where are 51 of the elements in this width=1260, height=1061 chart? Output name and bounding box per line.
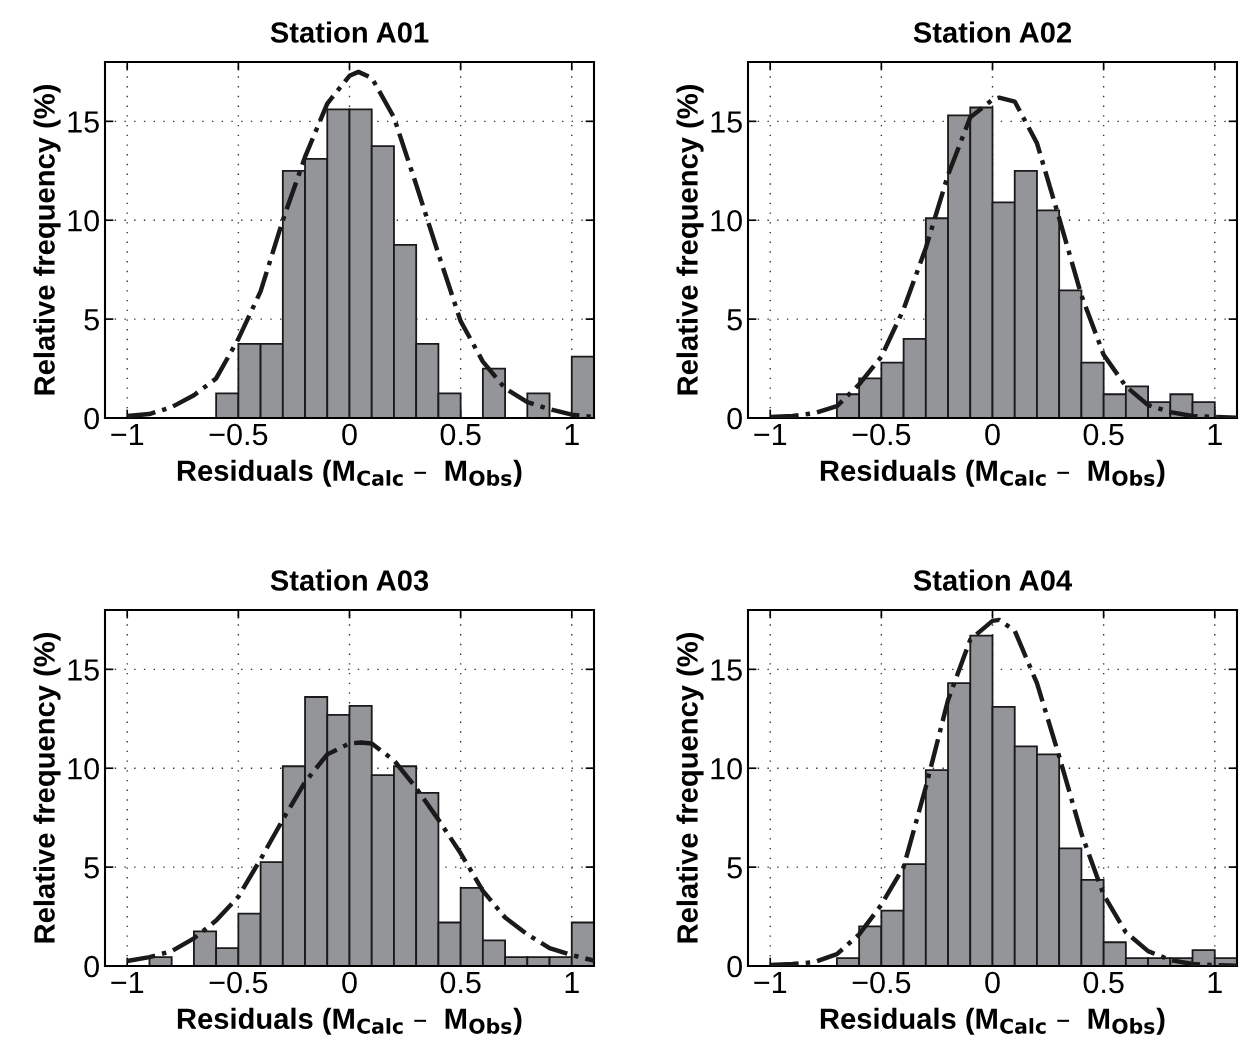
y-tick-label: 0 [727,407,742,430]
chart-title: Station A01 [270,21,429,43]
y-tick-label: 10 [68,757,99,780]
x-axis-title: Residuals (M$_{Calc}$ – M$_{Obs}$) [177,459,522,487]
x-tick-label: 1 [1208,971,1222,993]
x-tick-label: −1 [111,971,144,993]
x-tick-label: −0.5 [852,971,911,994]
y-tick-label: 5 [727,309,742,331]
y-tick-label: 0 [727,955,742,978]
y-tick-label: 5 [727,857,742,879]
x-tick-label: 1 [565,971,579,993]
x-tick-label: −1 [754,971,787,993]
x-tick-label: 1 [1208,423,1222,445]
chart-title: Station A04 [913,569,1073,591]
x-tick-label: −0.5 [852,423,911,446]
x-tick-label: 0.5 [440,423,481,446]
x-axis-title: Residuals (M$_{Calc}$ – M$_{Obs}$) [177,1007,522,1035]
x-tick-label: 0.5 [1083,423,1124,446]
y-tick-label: 15 [711,659,742,681]
chart-title: Station A03 [270,569,429,591]
y-tick-label: 15 [68,659,99,681]
y-tick-label: 0 [84,407,99,430]
x-tick-label: 0 [342,423,357,446]
chart-title: Station A02 [913,21,1072,43]
y-tick-label: 10 [68,209,99,232]
x-axis-title: Residuals (M$_{Calc}$ – M$_{Obs}$) [820,459,1165,487]
line-series [768,95,1237,418]
x-tick-label: 0.5 [1083,971,1124,994]
x-tick-label: 1 [565,423,579,445]
y-axis-title: Relative frequency (%) [676,85,704,395]
x-tick-label: −0.5 [209,971,268,994]
x-tick-label: 0.5 [440,971,481,994]
y-axis-title: Relative frequency (%) [676,633,704,943]
y-tick-label: 10 [711,209,742,232]
x-tick-label: −1 [754,423,787,445]
y-axis-title: Relative frequency (%) [33,85,61,395]
y-tick-label: 15 [711,111,742,133]
x-tick-label: 0 [985,971,1000,994]
y-tick-label: 0 [84,955,99,978]
y-tick-label: 15 [68,111,99,133]
y-tick-label: 5 [84,309,99,331]
x-tick-label: −1 [111,423,144,445]
y-axis-title: Relative frequency (%) [33,633,61,943]
line-series [125,69,594,418]
x-tick-label: 0 [985,423,1000,446]
x-tick-label: 0 [342,971,357,994]
y-tick-label: 10 [711,757,742,780]
y-tick-label: 5 [84,857,99,879]
line-series [768,617,1237,966]
x-tick-label: −0.5 [209,423,268,446]
x-axis-title: Residuals (M$_{Calc}$ – M$_{Obs}$) [820,1007,1165,1035]
